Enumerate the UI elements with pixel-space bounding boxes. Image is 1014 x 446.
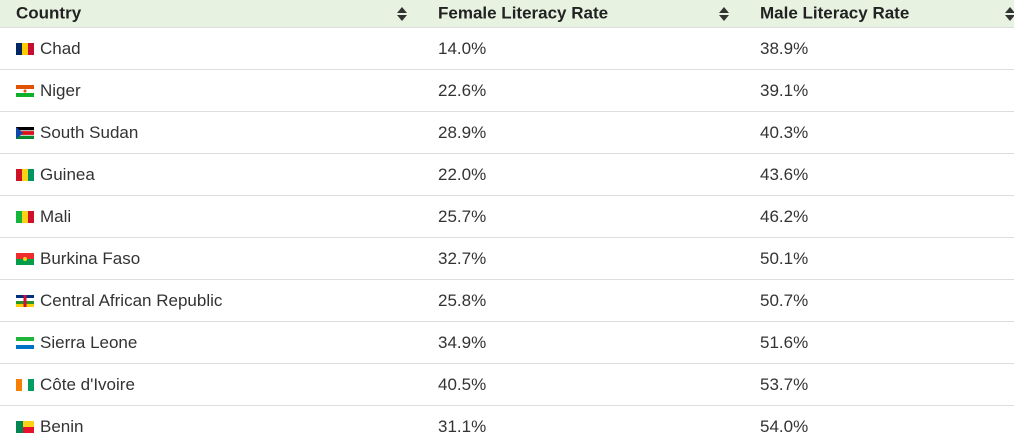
- rate-cell: 50.7%: [744, 279, 1014, 322]
- country-cell: Niger: [0, 69, 422, 112]
- sort-icon[interactable]: [718, 6, 730, 22]
- country-cell: South Sudan: [0, 111, 422, 154]
- table-row: Sierra Leone 34.9% 51.6%: [0, 321, 1014, 364]
- country-name: Guinea: [40, 164, 95, 184]
- rate-cell: 46.2%: [744, 195, 1014, 238]
- table-row: Central African Republic 25.8% 50.7%: [0, 279, 1014, 322]
- rate-cell: 32.7%: [422, 237, 744, 280]
- table-row: Burkina Faso 32.7% 50.1%: [0, 237, 1014, 280]
- flag-icon: [16, 336, 34, 349]
- table-row: Chad 14.0% 38.9%: [0, 27, 1014, 70]
- column-header[interactable]: Male Literacy Rate: [744, 0, 1014, 28]
- rate-cell: 53.7%: [744, 363, 1014, 406]
- rate-cell: 25.8%: [422, 279, 744, 322]
- rate-value: 39.1%: [760, 80, 809, 100]
- rate-cell: 54.0%: [744, 405, 1014, 446]
- rate-value: 40.5%: [438, 374, 487, 394]
- column-header[interactable]: Female Literacy Rate: [422, 0, 744, 28]
- country-cell: Côte d'Ivoire: [0, 363, 422, 406]
- flag-icon: [16, 378, 34, 391]
- rate-value: 28.9%: [438, 122, 487, 142]
- country-name: Sierra Leone: [40, 332, 138, 352]
- flag-icon: [16, 168, 34, 181]
- rate-cell: 38.9%: [744, 27, 1014, 70]
- country-name: Burkina Faso: [40, 248, 141, 268]
- country-name: Niger: [40, 80, 81, 100]
- table-row: South Sudan 28.9% 40.3%: [0, 111, 1014, 154]
- rate-value: 14.0%: [438, 38, 487, 58]
- rate-value: 31.1%: [438, 416, 487, 436]
- header-label: Male Literacy Rate: [760, 3, 910, 23]
- column-header[interactable]: Country: [0, 0, 422, 28]
- rate-value: 22.6%: [438, 80, 487, 100]
- rate-value: 25.8%: [438, 290, 487, 310]
- rate-cell: 14.0%: [422, 27, 744, 70]
- country-name: Central African Republic: [40, 290, 223, 310]
- rate-value: 43.6%: [760, 164, 809, 184]
- rate-value: 22.0%: [438, 164, 487, 184]
- country-cell: Sierra Leone: [0, 321, 422, 364]
- country-cell: Chad: [0, 27, 422, 70]
- country-name: Côte d'Ivoire: [40, 374, 135, 394]
- country-cell: Guinea: [0, 153, 422, 196]
- table-row: Mali 25.7% 46.2%: [0, 195, 1014, 238]
- rate-cell: 50.1%: [744, 237, 1014, 280]
- rate-value: 34.9%: [438, 332, 487, 352]
- rate-cell: 40.5%: [422, 363, 744, 406]
- rate-value: 46.2%: [760, 206, 809, 226]
- rate-value: 50.7%: [760, 290, 809, 310]
- country-name: Mali: [40, 206, 72, 226]
- rate-cell: 22.6%: [422, 69, 744, 112]
- rate-value: 40.3%: [760, 122, 809, 142]
- flag-icon: [16, 210, 34, 223]
- rate-value: 50.1%: [760, 248, 809, 268]
- rate-value: 25.7%: [438, 206, 487, 226]
- header-label: Female Literacy Rate: [438, 3, 609, 23]
- rate-cell: 51.6%: [744, 321, 1014, 364]
- header-row: Country Female Literacy Rate Male Literacy…: [0, 0, 1014, 28]
- rate-value: 32.7%: [438, 248, 487, 268]
- sort-icon[interactable]: [396, 6, 408, 22]
- rate-cell: 31.1%: [422, 405, 744, 446]
- table-body: Chad 14.0% 38.9% Niger 22.6% 39.1% South Sudan…: [0, 27, 1014, 446]
- rate-cell: 28.9%: [422, 111, 744, 154]
- country-name: Chad: [40, 38, 81, 58]
- rate-cell: 43.6%: [744, 153, 1014, 196]
- rate-cell: 40.3%: [744, 111, 1014, 154]
- flag-icon: [16, 42, 34, 55]
- country-name: Benin: [40, 416, 84, 436]
- table-row: Guinea 22.0% 43.6%: [0, 153, 1014, 196]
- country-cell: Mali: [0, 195, 422, 238]
- rate-value: 38.9%: [760, 38, 809, 58]
- rate-cell: 22.0%: [422, 153, 744, 196]
- rate-value: 53.7%: [760, 374, 809, 394]
- flag-icon: [16, 294, 34, 307]
- country-cell: Central African Republic: [0, 279, 422, 322]
- country-cell: Burkina Faso: [0, 237, 422, 280]
- rate-cell: 25.7%: [422, 195, 744, 238]
- rate-value: 54.0%: [760, 416, 809, 436]
- table-header: Country Female Literacy Rate Male Literacy…: [0, 0, 1014, 28]
- flag-icon: [16, 126, 34, 139]
- rate-cell: 34.9%: [422, 321, 744, 364]
- table-row: Benin 31.1% 54.0%: [0, 405, 1014, 446]
- flag-icon: [16, 84, 34, 97]
- table-row: Niger 22.6% 39.1%: [0, 69, 1014, 112]
- country-name: South Sudan: [40, 122, 139, 142]
- sort-icon[interactable]: [1004, 6, 1014, 22]
- header-label: Country: [16, 3, 82, 23]
- rate-value: 51.6%: [760, 332, 809, 352]
- flag-icon: [16, 420, 34, 433]
- table-row: Côte d'Ivoire 40.5% 53.7%: [0, 363, 1014, 406]
- country-cell: Benin: [0, 405, 422, 446]
- rate-cell: 39.1%: [744, 69, 1014, 112]
- flag-icon: [16, 252, 34, 265]
